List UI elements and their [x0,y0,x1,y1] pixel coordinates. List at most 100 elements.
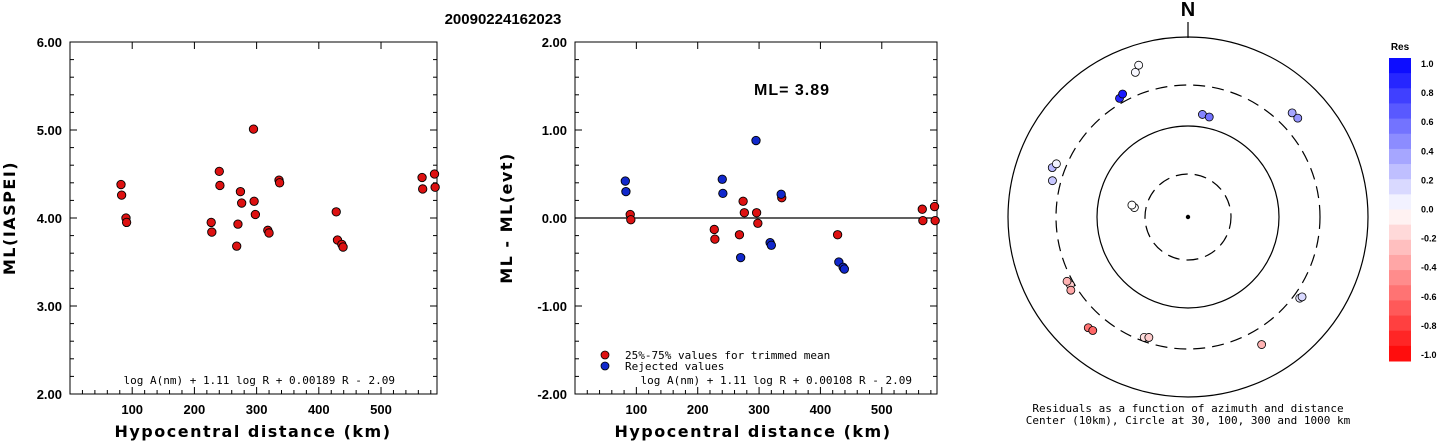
panel2-rejected-point [766,240,776,250]
station-residual-point [1134,60,1144,70]
panel1-point [235,186,246,197]
colorbar-tick-label: -0.6 [1421,292,1437,302]
station-residual-point [1293,113,1303,123]
panel2-ytick-label: 1.00 [542,123,567,138]
panel2-formula: log A(nm) + 1.11 log R + 0.00108 R - 2.0… [640,374,912,387]
panel1-formula: log A(nm) + 1.11 log R + 0.00189 R - 2.0… [123,374,395,387]
panel2-rejected-point [621,186,631,197]
panel2-rejected-point [776,189,786,199]
panel1-point [116,190,127,200]
colorbar-cell [1389,345,1411,362]
panel1-point [116,179,126,190]
panel2-rejected-point [620,176,630,186]
panel1-point [264,228,274,238]
panel1-point [206,217,216,228]
panel2-xtick-label: 100 [626,402,648,417]
panel2-xlabel: Hypocentral distance (km) [614,422,891,441]
ml-vs-distance-panel: 100 200 300 400 500 2.00 3.00 4.00 5.00 6.00 log … [0,35,440,441]
panel1-point [338,242,348,252]
panel2-trimmed-point [929,201,940,212]
station-residual-point [1287,108,1297,118]
colorbar-cell [1389,118,1411,135]
station-residual-point [1144,333,1154,342]
panel1-ylabel: ML(IASPEI) [0,161,19,275]
center-dot [1185,214,1191,220]
panel2-trimmed-point [709,224,719,235]
colorbar-cell [1389,133,1411,150]
station-residual-point [1127,200,1137,210]
colorbar-cell [1389,300,1411,317]
panel2-ylabel: ML - ML(evt) [497,152,516,284]
panel2-xtick-label: 200 [687,402,709,417]
ring-300km [1055,84,1321,350]
panel1-point [250,209,261,220]
colorbar-cell [1389,164,1411,180]
panel2-trimmed-point [918,215,928,226]
panel1-xtick-label: 200 [184,402,206,417]
north-label: N [1181,0,1195,21]
panel2-trimmed-point [753,218,763,228]
colorbar-cell [1389,315,1411,332]
colorbar-title: Res [1391,42,1410,53]
panel2-ytick-label: 2.00 [542,35,567,50]
event-title: 20090224162023 [445,11,562,28]
panel2-trimmed-point [917,204,927,214]
panel1-ytick-label: 5.00 [37,123,62,138]
station-residual-point [1118,89,1128,99]
legend-trimmed-marker [600,350,610,360]
polar-residual-panel: N Residuals as a function of azimuth and… [1007,0,1369,427]
colorbar-cell [1389,330,1411,347]
panel1-xlabel: Hypocentral distance (km) [114,422,391,441]
panel1-point [121,217,132,228]
panel1-point [248,124,259,134]
panel1-xtick-label: 300 [246,402,268,417]
station-residual-point [1130,67,1140,77]
panel2-xtick-label: 300 [748,402,770,417]
polar-caption-2: Center (10km), Circle at 30, 100, 300 an… [1026,414,1351,427]
residual-vs-distance-panel: 100 200 300 400 500 -2.00 -1.00 0.00 1.00 2.00 ML… [497,35,940,441]
station-residual-point [1204,112,1214,122]
station-residual-point [1062,276,1072,286]
legend-rejected-label: Rejected values [625,360,724,373]
panel2-trimmed-point [739,208,749,218]
panel1-point [417,172,427,183]
panel1-point [418,184,428,194]
colorbar-cell [1389,254,1411,271]
panel2-trimmed-point [751,208,762,218]
panel1-point [429,169,440,179]
station-residual-point [1048,176,1057,186]
colorbar-cell [1389,73,1411,89]
colorbar-tick-label: 1.0 [1421,59,1434,69]
legend-trimmed-label: 25%-75% values for trimmed mean [625,349,830,362]
station-residual-point [1257,340,1267,349]
panel2-rejected-point [717,174,727,184]
colorbar-tick-label: 0.0 [1421,205,1434,215]
panel2-trimmed-point [734,230,745,240]
panel2-trimmed-point [626,215,636,225]
station-residual-point [1088,326,1098,335]
panel2-ytick-label: 0.00 [542,211,567,226]
panel1-ytick-label: 2.00 [37,387,62,402]
panel2-trimmed-point [710,234,720,244]
colorbar-tick-label: -0.8 [1421,321,1437,331]
panel2-rejected-point [751,135,761,146]
panel1-point [331,207,341,217]
colorbar-cell [1389,88,1411,104]
colorbar-cell [1389,103,1411,120]
station-residual-point [1051,159,1061,169]
colorbar-cell [1389,179,1411,195]
panel1-xtick-label: 500 [370,402,392,417]
polar-caption-1: Residuals as a function of azimuth and d… [1032,402,1343,415]
panel1-ytick-label: 3.00 [37,299,62,314]
panel1-point [207,227,217,237]
ring-1000km [1007,36,1369,398]
panel2-trimmed-point [738,196,748,206]
panel1-point [274,178,285,188]
panel1-point [249,196,259,206]
ml-value: ML= 3.89 [754,82,830,99]
panel1-point [232,241,242,251]
ring-100km [1096,125,1280,309]
panel1-point [237,198,247,208]
colorbar-cell [1389,224,1411,241]
